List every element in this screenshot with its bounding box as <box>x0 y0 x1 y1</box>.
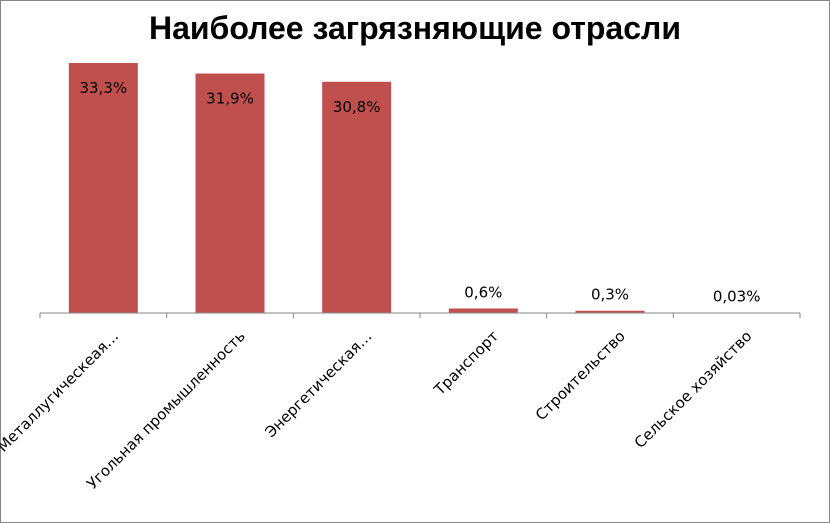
value-label-5: 0,03% <box>713 288 761 306</box>
chart-title: Наиболее загрязняющие отрасли <box>148 10 682 46</box>
bar-2 <box>322 81 392 313</box>
category-labels: Металлугическеая…Угольная промышленность… <box>0 327 755 493</box>
category-label-5: Сельское хозяйство <box>631 327 756 452</box>
bar-4 <box>575 310 645 313</box>
bar-3 <box>448 308 518 313</box>
bars-group <box>68 63 772 313</box>
category-label-0: Металлугическеая… <box>0 327 122 455</box>
value-labels: 33,3% 31,9% 30,8% 0,6% 0,3% 0,03% <box>80 79 761 306</box>
category-label-2: Энергетическая… <box>261 327 375 441</box>
category-label-3: Транспорт <box>430 327 502 399</box>
bar-1 <box>195 73 265 313</box>
category-label-4: Строительство <box>532 327 629 424</box>
value-label-4: 0,3% <box>591 286 629 304</box>
bar-0 <box>68 63 138 313</box>
x-axis-ticks <box>39 313 801 318</box>
value-label-2: 30,8% <box>333 98 381 116</box>
value-label-1: 31,9% <box>206 90 254 108</box>
value-label-0: 33,3% <box>80 79 128 97</box>
value-label-3: 0,6% <box>464 283 502 301</box>
